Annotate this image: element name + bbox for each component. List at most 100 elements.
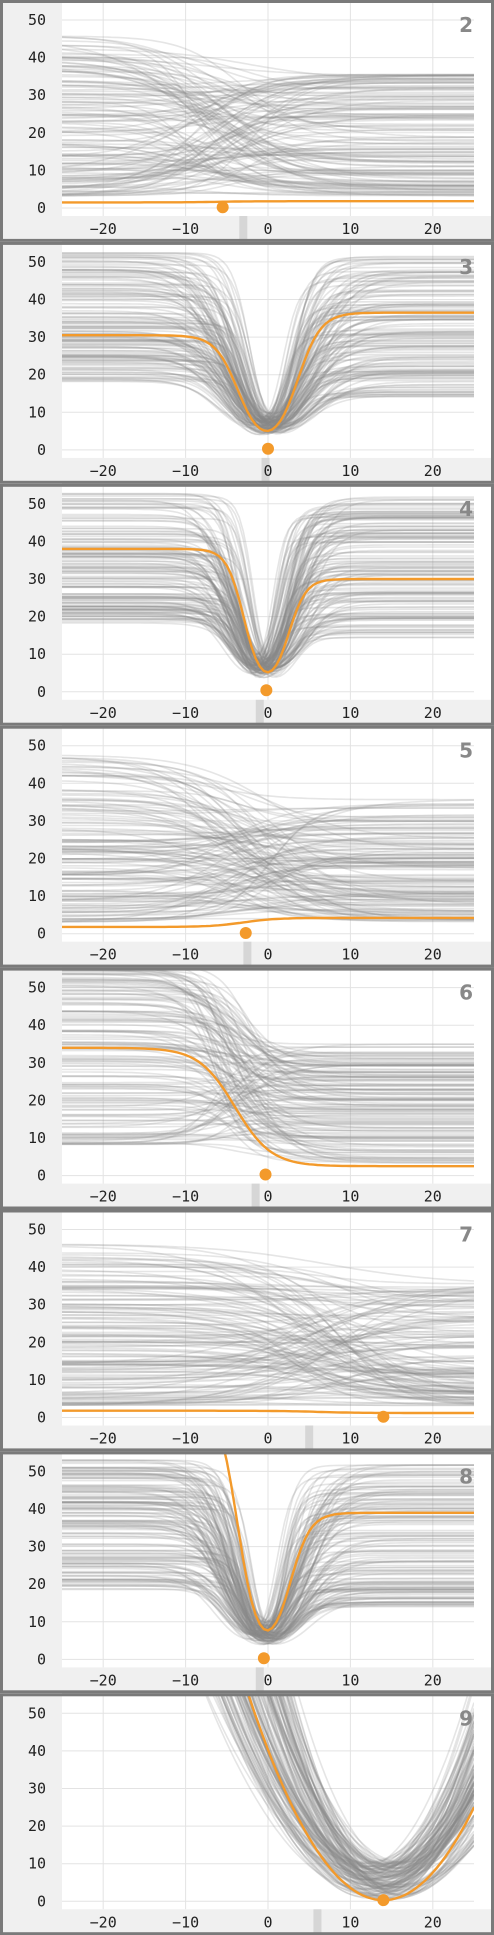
- background-curve: [62, 80, 474, 185]
- background-curve: [236, 1695, 474, 1868]
- background-curve: [212, 1695, 474, 1864]
- background-curve: [62, 1523, 474, 1642]
- background-curve: [62, 993, 474, 1095]
- background-curve: [62, 1089, 474, 1139]
- background-curve: [62, 1121, 474, 1145]
- background-curve: [62, 285, 474, 434]
- background-curve: [62, 900, 474, 914]
- background-curve: [62, 1294, 474, 1308]
- background-curve: [62, 269, 474, 427]
- background-curve: [62, 1045, 474, 1067]
- background-curve: [62, 757, 474, 905]
- background-curve: [62, 275, 474, 426]
- background-curve: [62, 816, 474, 849]
- x-tick-label: −10: [172, 1430, 199, 1448]
- background-curve: [62, 304, 474, 421]
- background-curve: [62, 498, 474, 658]
- background-curve: [62, 259, 474, 424]
- background-curve: [62, 346, 474, 434]
- background-curve: [62, 1280, 474, 1324]
- background-curve: [220, 1695, 474, 1893]
- background-curve: [62, 1335, 474, 1381]
- background-curve: [269, 1695, 474, 1873]
- x-tick-label: 10: [341, 704, 359, 722]
- background-curve: [62, 765, 474, 896]
- background-curve: [62, 277, 474, 425]
- background-curve: [62, 1532, 474, 1643]
- background-curve: [62, 1096, 474, 1156]
- background-curve: [62, 1491, 474, 1636]
- background-curve: [62, 986, 474, 1066]
- background-curve: [62, 822, 474, 886]
- background-curve: [62, 852, 474, 910]
- background-curve: [62, 979, 474, 1074]
- background-curve: [62, 1506, 474, 1635]
- background-curve: [62, 858, 474, 912]
- background-curve: [62, 505, 474, 656]
- background-curve: [62, 1510, 474, 1629]
- background-curve: [62, 78, 474, 157]
- background-curve: [214, 1695, 474, 1884]
- background-curve: [62, 119, 474, 158]
- background-curve: [62, 146, 474, 158]
- background-curve: [62, 997, 474, 1121]
- background-curve: [62, 1286, 474, 1344]
- background-curve: [62, 1469, 474, 1622]
- background-curve: [62, 763, 474, 904]
- background-curve: [62, 269, 474, 426]
- background-curve: [265, 1695, 474, 1885]
- background-curve: [62, 1043, 474, 1152]
- background-curve: [62, 285, 474, 424]
- highlight-group: [223, 1453, 474, 1632]
- background-curve: [62, 148, 474, 179]
- background-curve: [235, 1695, 474, 1879]
- background-curve: [62, 335, 474, 428]
- background-curve: [181, 969, 474, 1115]
- x-tick-label: 0: [263, 1188, 272, 1206]
- y-tick-label: 20: [28, 1091, 46, 1109]
- background-curve: [247, 1695, 474, 1886]
- minimum-point: [377, 1894, 390, 1907]
- background-curve: [62, 522, 474, 668]
- x-axis-band: [0, 1425, 494, 1452]
- background-curves: [62, 252, 474, 436]
- background-curve: [62, 319, 474, 430]
- background-curve: [62, 252, 474, 419]
- background-curve: [62, 1288, 474, 1374]
- background-curve: [62, 1485, 474, 1627]
- background-curve: [62, 1496, 474, 1636]
- background-curve: [62, 502, 474, 656]
- background-curve: [62, 818, 474, 864]
- background-curve: [62, 1338, 474, 1390]
- background-curve: [62, 70, 474, 126]
- background-curve: [256, 1695, 474, 1886]
- background-curve: [62, 327, 474, 431]
- background-curve: [62, 520, 474, 659]
- background-curve: [62, 809, 474, 894]
- background-curve: [62, 329, 474, 431]
- background-curve: [62, 1469, 474, 1630]
- background-curve: [62, 262, 474, 420]
- background-curve: [62, 549, 474, 666]
- background-curve: [62, 1386, 474, 1398]
- background-curve: [62, 78, 474, 122]
- background-curve: [62, 74, 474, 106]
- y-tick-label: 20: [28, 850, 46, 868]
- background-curve: [62, 1065, 474, 1091]
- background-curve: [62, 271, 474, 423]
- background-curve: [62, 141, 474, 177]
- background-curve: [62, 1110, 474, 1122]
- background-curve: [62, 337, 474, 427]
- y-tick-label: 40: [28, 1016, 46, 1034]
- background-curve: [62, 908, 474, 923]
- background-curve: [62, 529, 474, 661]
- background-curve: [62, 258, 474, 422]
- background-curve: [259, 1695, 474, 1876]
- background-curve: [62, 529, 474, 667]
- background-curve: [62, 333, 474, 433]
- background-curve: [62, 271, 474, 423]
- background-curve: [236, 1695, 474, 1891]
- background-curve: [62, 1303, 474, 1374]
- background-curve: [62, 74, 474, 190]
- background-curve: [62, 1462, 474, 1637]
